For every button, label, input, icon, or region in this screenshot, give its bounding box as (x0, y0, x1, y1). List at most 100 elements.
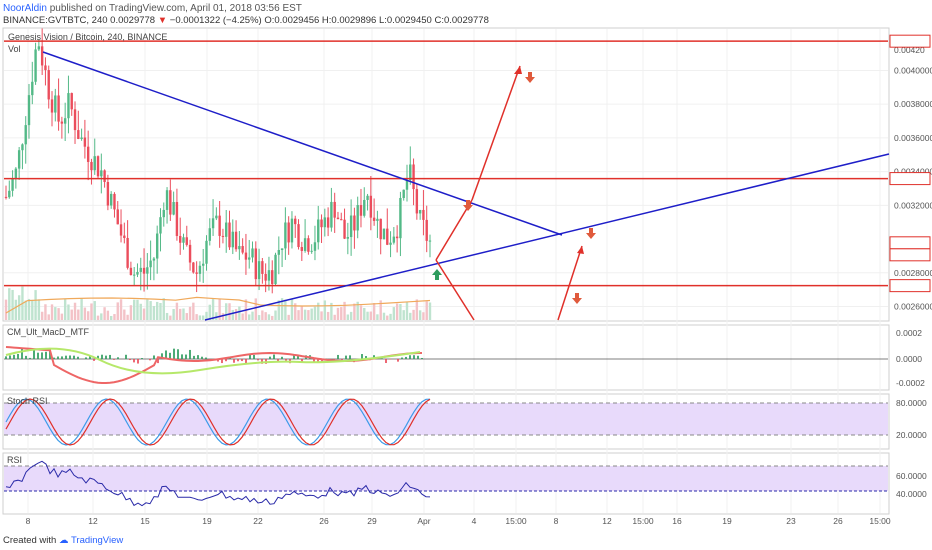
candle-body (175, 201, 179, 236)
macd-histogram-bar (177, 349, 179, 359)
macd-pane[interactable] (2, 324, 890, 391)
time-tick-label: 23 (786, 516, 796, 526)
volume-bar (290, 298, 294, 320)
candle-body (274, 254, 277, 285)
volume-bar (24, 300, 27, 320)
price-tick-label: 0.0026000 (894, 302, 932, 312)
volume-bar (172, 308, 175, 320)
macd-histogram-bar (257, 359, 259, 361)
volume-bar (392, 307, 396, 320)
candle-body (24, 125, 27, 145)
drawings (4, 40, 890, 321)
volume-bar (395, 303, 399, 320)
candle-body (310, 250, 313, 252)
candle-body (300, 247, 304, 251)
macd-histogram-bar (17, 353, 19, 359)
stoch-tick-label: 80.0000 (896, 398, 927, 408)
volume-bar (142, 308, 146, 320)
candle-body (336, 217, 340, 220)
rsi-line (5, 460, 431, 507)
time-tick-label: 12 (88, 516, 98, 526)
price-tag-support (889, 279, 931, 293)
macd-histogram-bar (225, 359, 227, 362)
macd-histogram-bar (201, 356, 203, 359)
candle-body (418, 209, 422, 214)
candle-body (330, 201, 333, 228)
time-tick-label: 12 (602, 516, 612, 526)
candle-body (261, 261, 264, 274)
axes: 8 12 15 19 22 26 29 Apr 4 15:00 8 12 15:00 16 19 23 26 15… (26, 34, 932, 526)
volume-bar (73, 302, 77, 320)
volume-bar (330, 302, 333, 320)
volume-bar (70, 309, 73, 320)
volume-bar (100, 313, 103, 320)
stoch-series (4, 398, 888, 446)
price-tick-label: 0.00420 (894, 45, 925, 55)
candle-body (93, 156, 96, 171)
macd-histogram-bar (413, 355, 415, 359)
candle-body (8, 190, 11, 198)
volume-bar (175, 302, 179, 320)
volume-bar (359, 305, 363, 320)
volume-bars (4, 286, 432, 320)
volume-bar (77, 309, 80, 320)
macd-histogram-bar (233, 359, 235, 363)
projection-line (557, 245, 583, 321)
macd-histogram-bar (401, 357, 403, 359)
candle-body (208, 228, 211, 241)
ohlc-line: BINANCE:GVTBTC, 240 0.0029778 ▼ −0.00013… (3, 15, 489, 26)
volume-bar (389, 313, 392, 320)
macd-histogram-bar (181, 354, 183, 359)
macd-histogram-bar (117, 357, 119, 359)
volume-bar (202, 315, 205, 320)
candle-body (297, 224, 300, 248)
volume-bar (297, 310, 300, 320)
candle-body (37, 46, 41, 50)
candle-body (257, 261, 261, 280)
candle-body (369, 195, 373, 218)
candle-body (159, 217, 162, 234)
volume-bar (356, 301, 359, 320)
macd-histogram-bar (73, 355, 75, 359)
macd-histogram-bar (221, 359, 223, 364)
macd-histogram-bar (397, 359, 399, 362)
volume-bar (27, 298, 31, 320)
volume-bar (267, 314, 271, 320)
time-tick-label: 26 (319, 516, 329, 526)
price-tick-label: 0.0040000 (894, 65, 932, 75)
macd-histogram-bar (21, 348, 23, 359)
author-link[interactable]: NoorAldin (3, 3, 47, 14)
candle-body (34, 49, 37, 82)
stoch-tick-label: 20.0000 (896, 430, 927, 440)
candle-body (225, 222, 228, 237)
candle-body (372, 217, 376, 221)
candle-body (146, 267, 149, 274)
macd-tick-label: 0.0000 (896, 354, 922, 364)
volume-bar (44, 304, 47, 320)
macd-histogram-bar (45, 351, 47, 359)
volume-label: Vol (8, 44, 21, 54)
macd-histogram-bar (173, 348, 175, 359)
macd-histogram-bar (141, 358, 143, 359)
tradingview-brand[interactable]: TradingView (70, 535, 124, 546)
descending-trendline (42, 51, 563, 236)
macd-histogram-bar (385, 359, 387, 364)
volume-bar (40, 311, 44, 320)
macd-histogram-bar (137, 359, 139, 364)
volume-bar (63, 298, 67, 320)
time-tick-label: 26 (833, 516, 843, 526)
macd-histogram-bar (9, 355, 11, 359)
volume-bar (333, 314, 336, 320)
volume-bar (129, 305, 133, 320)
candle-body (395, 236, 399, 239)
macd-histogram-bar (193, 355, 195, 359)
volume-bar (17, 295, 21, 320)
volume-bar (60, 313, 64, 320)
time-tick-label: 15:00 (632, 516, 654, 526)
macd-histogram-bar (25, 355, 27, 359)
volume-bar (11, 289, 14, 320)
volume-bar (136, 299, 139, 320)
volume-bar (139, 303, 142, 320)
candle-body (73, 109, 77, 131)
